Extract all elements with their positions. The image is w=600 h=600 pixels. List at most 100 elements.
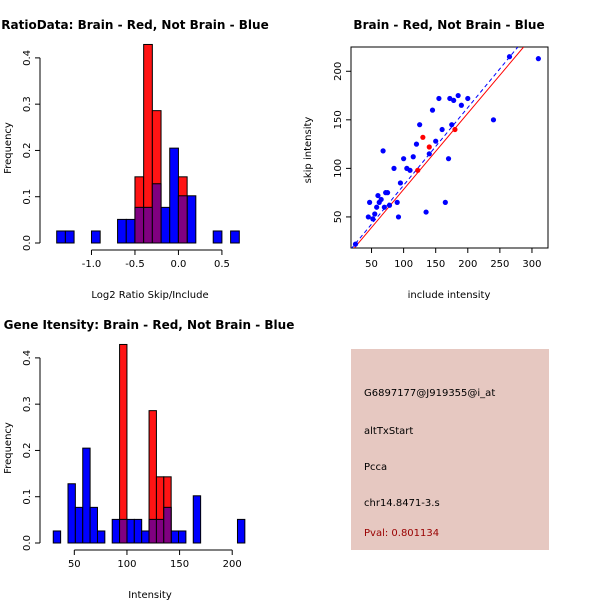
ratio-hist-overlap-bar [151,183,162,244]
not-brain-point [407,167,413,173]
scatter-x-tick-label: 300 [522,259,541,270]
ratio-hist-blue-bar [186,195,197,244]
ratio-hist-y-tick-label: 0.0 [22,235,33,251]
not-brain-point [423,209,429,215]
ratio-histogram-bars [56,43,240,244]
brain-point [426,144,432,150]
ratio-histogram-xlabel: Log2 Ratio Skip/Include [91,290,208,301]
ratio-hist-y-tick-label: 0.3 [22,96,33,112]
intensity-hist-blue-bar [82,447,91,544]
info-panel-background [351,349,549,550]
not-brain-point [442,199,448,205]
scatter-ylabel: skip intensity [303,117,314,184]
not-brain-point [429,107,436,113]
not-brain-point [374,204,380,210]
not-brain-point [458,102,464,108]
intensity-histogram-panel: Gene Itensity: Brain - Red, Not Brain - … [3,318,294,600]
intensity-hist-blue-bar [111,518,121,544]
scatter-y-tick-label: 150 [333,110,344,129]
ratio-hist-y-tick-label: 0.1 [22,189,33,205]
not-brain-point [391,165,397,171]
not-brain-fit-line [351,47,519,248]
intensity-hist-blue-bar [133,518,143,544]
intensity-hist-x-tick-label: 50 [68,559,81,570]
not-brain-point [380,148,386,154]
not-brain-point [426,151,432,157]
not-brain-point [455,92,461,99]
intensity-hist-overlap-bar [148,518,157,544]
intensity-hist-blue-bar [178,530,187,544]
intensity-hist-y-tick-label: 0.4 [22,350,33,366]
ratio-hist-x-tick-label: -0.5 [125,259,145,270]
ratio-hist-blue-bar [169,147,179,244]
ratio-hist-blue-bar [160,206,171,244]
not-brain-point [449,122,455,128]
not-brain-point [506,54,513,60]
probe-id-text: G6897177@J919355@i_at [364,388,495,399]
not-brain-point [394,199,400,205]
intensity-hist-y-tick-label: 0.0 [22,535,33,551]
not-brain-point [365,214,371,220]
not-brain-point [451,97,457,104]
intensity-scatter-panel: Brain - Red, Not Brain - Blue include in… [303,18,549,301]
intensity-hist-blue-bar [192,495,202,544]
not-brain-point [386,202,393,208]
not-brain-point [370,216,376,222]
intensity-hist-red-bar [119,343,128,544]
not-brain-point [372,211,378,217]
brain-point [420,134,426,140]
intensity-hist-blue-bar [236,518,246,544]
locus-text: chr14.8471-3.s [364,498,440,509]
intensity-hist-x-tick-label: 100 [117,559,136,570]
brain-point [452,126,458,133]
not-brain-point [381,204,387,210]
scatter-x-tick-label: 100 [394,259,413,270]
scatter-x-tick-label: 250 [490,259,509,270]
ratio-hist-overlap-bar [143,206,153,244]
not-brain-point [410,154,416,160]
intensity-histogram-title: Gene Itensity: Brain - Red, Not Brain - … [4,318,295,332]
scatter-x-tick-label: 50 [365,259,378,270]
intensity-histogram-axes: 50 100 150 200 0.0 0.1 0.2 0.3 0.4 [22,350,242,570]
ratio-hist-x-tick-label: 0.5 [214,259,230,270]
intensity-hist-y-tick-label: 0.2 [22,442,33,458]
scatter-fit-lines [351,47,524,248]
info-panel: G6897177@J919355@i_at altTxStart Pcca ch… [351,349,549,550]
not-brain-point [445,156,452,162]
scatter-axes: 50 100 150 200 250 300 50 100 150 200 [333,62,542,270]
not-brain-point [375,192,381,199]
intensity-hist-overlap-bar [119,518,128,544]
not-brain-point [384,190,391,196]
ratio-histogram-title: RatioData: Brain - Red, Not Brain - Blue [1,18,268,32]
intensity-hist-y-tick-label: 0.3 [22,396,33,412]
ratio-hist-blue-bar [90,230,101,244]
ratio-histogram-ylabel: Frequency [3,122,14,174]
not-brain-point [395,214,402,220]
ratio-hist-blue-bar [56,230,66,244]
ratio-hist-overlap-bar [177,195,188,244]
intensity-hist-x-tick-label: 150 [170,559,189,570]
scatter-x-tick-label: 150 [426,259,445,270]
not-brain-point [436,95,442,102]
scatter-y-tick-label: 200 [333,62,344,81]
ratio-histogram-panel: RatioData: Brain - Red, Not Brain - Blue… [1,18,268,301]
scatter-y-tick-label: 50 [333,211,344,224]
not-brain-point [352,241,359,247]
brain-fit-line [353,47,524,248]
scatter-x-tick-label: 200 [458,259,477,270]
ratio-hist-x-tick-label: 0.0 [170,259,186,270]
pval-text: Pval: 0.801134 [364,528,439,539]
ratio-hist-x-tick-label: -1.0 [82,259,102,270]
not-brain-point [447,95,453,102]
intensity-hist-blue-bar [126,518,135,544]
intensity-hist-blue-bar [170,530,180,544]
intensity-hist-blue-bar [52,530,62,544]
ratio-hist-blue-bar [230,230,240,244]
not-brain-point [378,196,384,203]
intensity-histogram-xlabel: Intensity [128,590,172,600]
not-brain-point [417,122,423,128]
gene-symbol-text: Pcca [364,462,387,473]
intensity-hist-blue-bar [96,530,106,544]
